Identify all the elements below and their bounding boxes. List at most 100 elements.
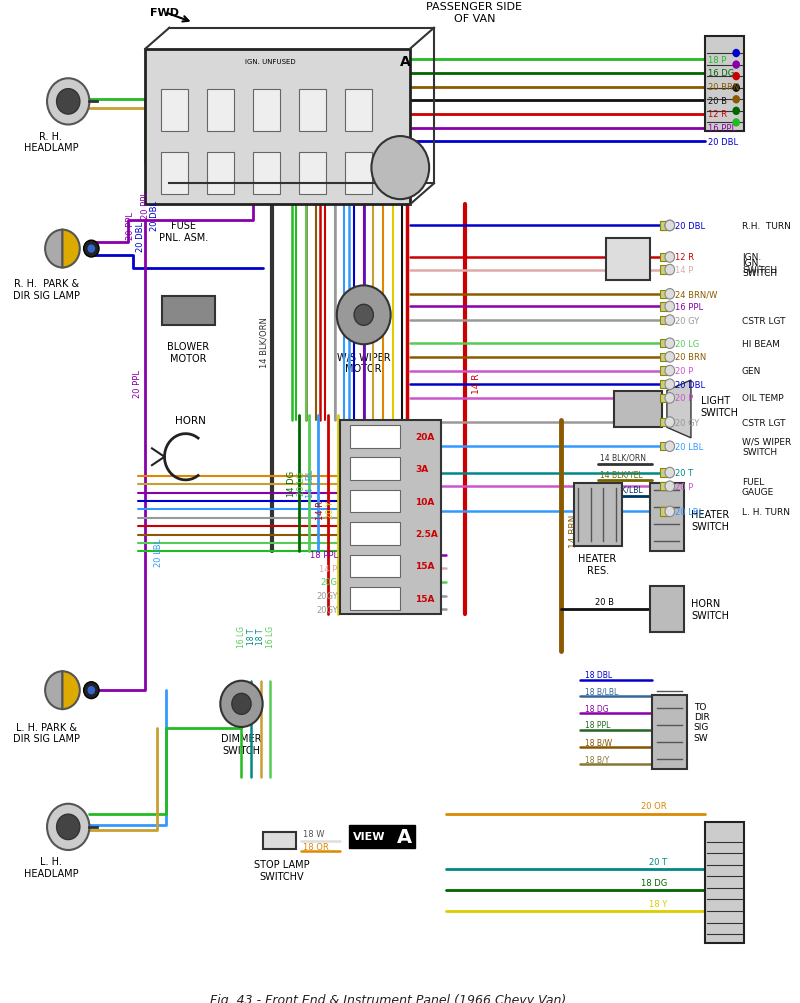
Text: 20 P: 20 P <box>674 394 693 403</box>
Bar <box>574 483 622 547</box>
Circle shape <box>665 441 674 452</box>
Circle shape <box>337 286 390 345</box>
Text: 18 Y: 18 Y <box>649 900 667 909</box>
Text: 16 LG: 16 LG <box>237 625 246 647</box>
Bar <box>207 89 234 131</box>
Text: FWD: FWD <box>150 8 179 18</box>
Text: SWITCH: SWITCH <box>742 266 777 275</box>
Text: 14 BLK/YEL: 14 BLK/YEL <box>599 469 642 478</box>
Bar <box>350 457 400 480</box>
Text: 14 BLK/LBL: 14 BLK/LBL <box>599 485 642 494</box>
Text: 20 T: 20 T <box>649 858 667 867</box>
Circle shape <box>665 507 674 518</box>
Text: 20 BRN: 20 BRN <box>674 353 706 362</box>
Bar <box>660 380 670 389</box>
Text: W/S WIPER
SWITCH: W/S WIPER SWITCH <box>742 437 791 456</box>
Text: 20 GY: 20 GY <box>674 316 699 325</box>
Bar <box>660 482 670 490</box>
Text: Fig. 43 - Front End & Instrument Panel (1966 Chevy Van): Fig. 43 - Front End & Instrument Panel (… <box>210 993 566 1003</box>
Text: R.H.  TURN: R.H. TURN <box>742 222 791 231</box>
Circle shape <box>57 89 80 115</box>
Bar <box>350 824 414 849</box>
Bar <box>660 222 670 231</box>
Text: 3A: 3A <box>415 464 429 473</box>
Text: 14 BLK/ORN: 14 BLK/ORN <box>599 452 646 461</box>
Circle shape <box>665 481 674 491</box>
Bar <box>660 468 670 477</box>
Text: 18 P: 18 P <box>708 56 726 65</box>
Bar <box>299 152 326 195</box>
Polygon shape <box>667 380 691 438</box>
Bar <box>350 555 400 578</box>
Circle shape <box>87 245 95 254</box>
Text: 2.5A: 2.5A <box>415 530 438 539</box>
Wedge shape <box>62 672 80 709</box>
Circle shape <box>665 221 674 232</box>
Text: FUSE
PNL. ASM.: FUSE PNL. ASM. <box>159 221 208 243</box>
Bar <box>340 420 441 615</box>
Text: IGN.
SWITCH: IGN. SWITCH <box>742 259 777 278</box>
Text: 16 DG: 16 DG <box>708 69 734 78</box>
Bar <box>606 239 650 281</box>
Circle shape <box>354 305 374 326</box>
Text: A: A <box>398 827 413 846</box>
Bar <box>660 303 670 311</box>
Bar <box>660 442 670 451</box>
Text: R. H.
HEADLAMP: R. H. HEADLAMP <box>23 131 78 153</box>
Text: VIEW: VIEW <box>353 831 386 842</box>
Circle shape <box>371 137 429 200</box>
Bar <box>346 152 372 195</box>
Text: 20 B: 20 B <box>708 96 727 105</box>
Bar <box>346 89 372 131</box>
Wedge shape <box>45 672 62 709</box>
Bar <box>650 587 684 633</box>
Text: IGN. UNFUSED: IGN. UNFUSED <box>245 59 296 65</box>
Text: 14 P: 14 P <box>319 564 338 573</box>
Circle shape <box>665 221 674 232</box>
Text: 14 P: 14 P <box>674 266 693 275</box>
Text: HORN
SWITCH: HORN SWITCH <box>691 599 729 621</box>
Bar <box>660 266 670 275</box>
Text: FUEL
GAUGE: FUEL GAUGE <box>742 477 774 496</box>
Bar <box>161 89 187 131</box>
Text: 20 LBL: 20 LBL <box>674 442 703 451</box>
Text: 20GY: 20GY <box>316 592 338 601</box>
Text: 20 P: 20 P <box>674 482 693 491</box>
Text: 14 LBL: 14 LBL <box>306 469 315 497</box>
Text: 16 PPL: 16 PPL <box>674 303 702 312</box>
Text: 18 T: 18 T <box>246 628 256 644</box>
Text: HEATER
RES.: HEATER RES. <box>578 554 617 576</box>
Text: 14 R: 14 R <box>473 373 482 394</box>
Circle shape <box>732 107 740 116</box>
Text: 20 LBL: 20 LBL <box>154 538 163 566</box>
Circle shape <box>47 79 90 125</box>
Circle shape <box>665 339 674 349</box>
Text: 20 LG: 20 LG <box>297 471 306 495</box>
Text: CSTR LGT: CSTR LGT <box>742 316 786 325</box>
Text: R. H.  PARK &
DIR SIG LAMP: R. H. PARK & DIR SIG LAMP <box>13 279 79 300</box>
Text: IGN.: IGN. <box>742 253 762 262</box>
Circle shape <box>665 467 674 478</box>
Text: 20 PPL: 20 PPL <box>126 213 135 240</box>
Circle shape <box>665 393 674 404</box>
Bar <box>262 832 296 850</box>
Circle shape <box>232 694 251 715</box>
Text: 18 B/LBL: 18 B/LBL <box>585 687 618 696</box>
Circle shape <box>665 289 674 300</box>
Text: 20G: 20G <box>321 578 338 587</box>
Bar <box>653 696 687 769</box>
Text: L. H. PARK &
DIR SIG LAMP: L. H. PARK & DIR SIG LAMP <box>13 722 79 743</box>
Circle shape <box>84 682 99 699</box>
Text: 20GY: 20GY <box>316 605 338 614</box>
Circle shape <box>57 814 80 840</box>
Bar <box>162 297 214 326</box>
Circle shape <box>732 96 740 104</box>
Bar <box>706 37 744 131</box>
Text: HI BEAM: HI BEAM <box>742 339 780 348</box>
Text: TO
DIR
SIG
SW: TO DIR SIG SW <box>694 702 710 742</box>
Text: 16 PPL: 16 PPL <box>708 124 737 133</box>
Text: L. H. TURN: L. H. TURN <box>742 508 790 517</box>
Circle shape <box>665 253 674 263</box>
Bar <box>660 353 670 362</box>
Text: 18 B/Y: 18 B/Y <box>585 754 610 763</box>
